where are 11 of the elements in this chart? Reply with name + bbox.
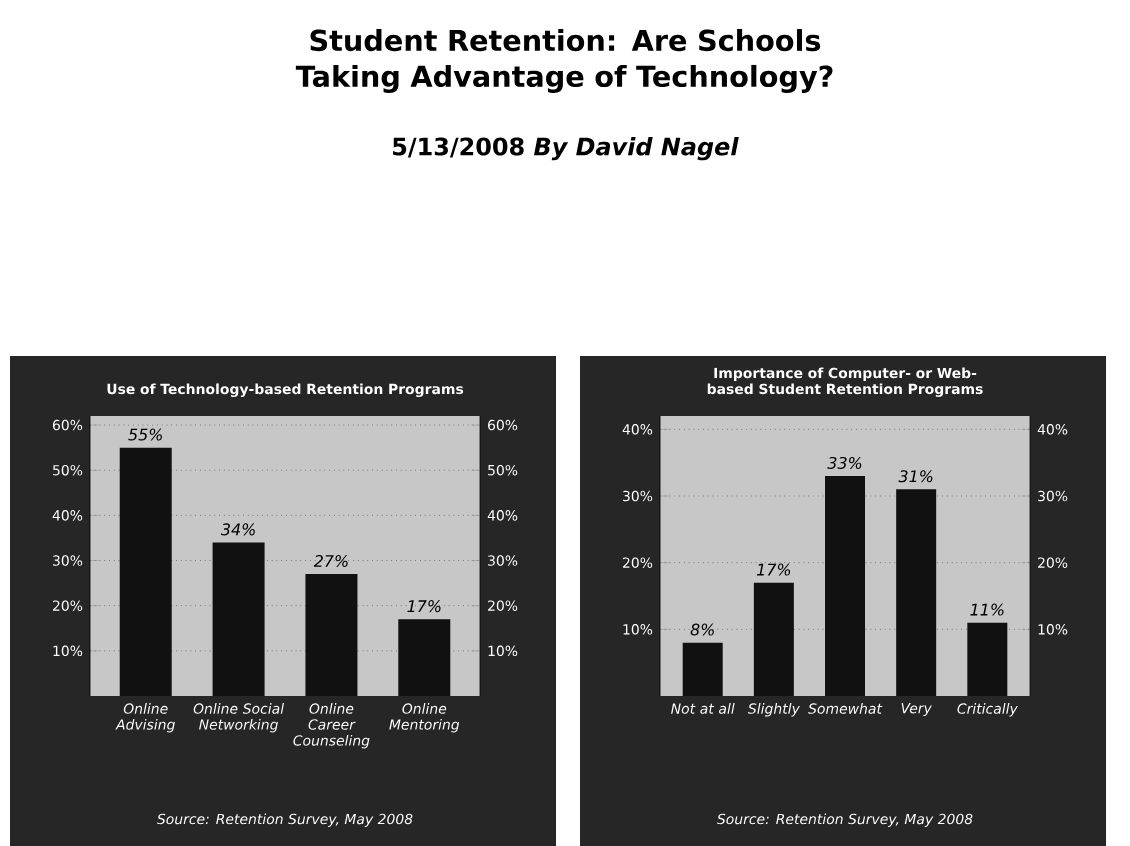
bar	[398, 619, 451, 696]
text: 5/13/2008 By David Nagel	[393, 137, 739, 161]
bar	[825, 476, 866, 696]
bar	[305, 574, 358, 696]
text: Student Retention: Are Schools Taking Advantage of Technology?	[295, 29, 833, 93]
bar	[682, 642, 723, 696]
bar	[967, 622, 1008, 696]
bar	[119, 447, 172, 696]
bar	[212, 542, 265, 696]
bar	[896, 489, 937, 696]
bar	[753, 582, 794, 696]
